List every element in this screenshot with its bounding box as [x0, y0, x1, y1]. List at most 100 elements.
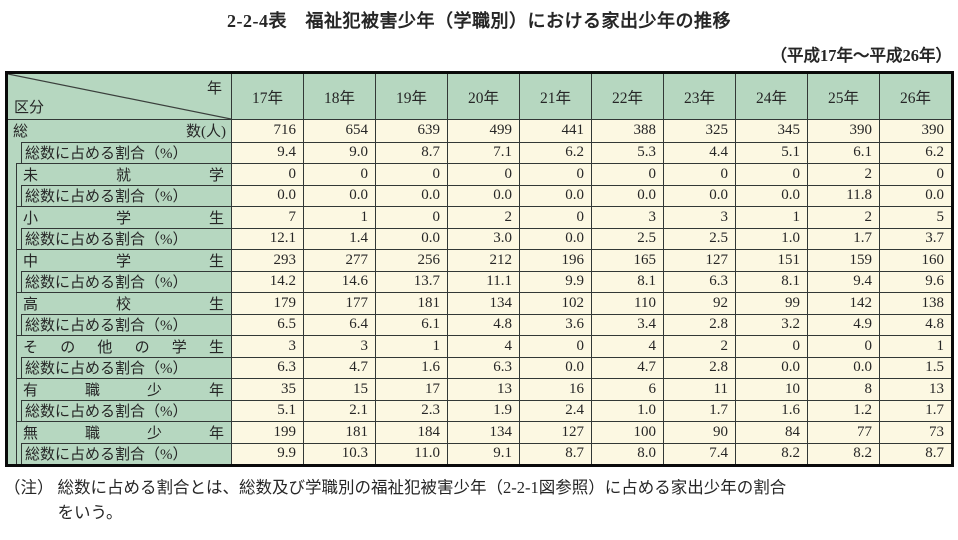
- cell-r13-c3: 1.9: [447, 399, 519, 421]
- cell-r9-c9: 4.8: [879, 313, 951, 335]
- cell-r0-c5: 388: [591, 120, 663, 142]
- cell-r15-c9: 8.7: [879, 442, 951, 464]
- cell-r9-c2: 6.1: [375, 313, 447, 335]
- cell-r0-c7: 345: [735, 120, 807, 142]
- cell-r15-c3: 9.1: [447, 442, 519, 464]
- cell-r6-c1: 277: [303, 249, 375, 271]
- row-label-8: 高校生: [8, 292, 231, 314]
- cell-r6-c6: 127: [663, 249, 735, 271]
- cell-r8-c9: 138: [879, 292, 951, 314]
- row-label-box: 総数に占める割合（%）: [21, 184, 231, 206]
- cell-r12-c8: 8: [807, 378, 879, 400]
- cell-r5-c4: 0.0: [519, 227, 591, 249]
- cell-r11-c4: 0.0: [519, 356, 591, 378]
- year-header-6: 23年: [663, 74, 735, 120]
- row-label-box: 総数に占める割合（%）: [21, 270, 231, 292]
- statistics-table: 年区分 17年 18年 19年 20年 21年 22年 23年 24年 25年 26年総数(人) 71…: [5, 71, 954, 467]
- ratio-label-text: 総数に占める割合（%）: [25, 275, 188, 292]
- ratio-label-text: 総数に占める割合（%）: [25, 189, 188, 206]
- cell-r0-c2: 639: [375, 120, 447, 142]
- ratio-label-text: 総数に占める割合（%）: [25, 447, 188, 464]
- cell-r8-c7: 99: [735, 292, 807, 314]
- diagonal-line: [8, 74, 231, 119]
- cell-r9-c6: 2.8: [663, 313, 735, 335]
- cell-r14-c5: 100: [591, 421, 663, 443]
- cell-r11-c8: 0.0: [807, 356, 879, 378]
- cell-r1-c3: 7.1: [447, 141, 519, 163]
- cell-r3-c6: 0.0: [663, 184, 735, 206]
- cell-r12-c3: 13: [447, 378, 519, 400]
- cell-r11-c1: 4.7: [303, 356, 375, 378]
- row-label-box: その他の学生: [16, 335, 231, 357]
- cell-r12-c6: 11: [663, 378, 735, 400]
- cell-r8-c0: 179: [231, 292, 303, 314]
- cell-r7-c0: 14.2: [231, 270, 303, 292]
- cell-r4-c5: 3: [591, 206, 663, 228]
- footnote-body: 総数に占める割合とは、総数及び学職別の福祉犯被害少年（2-2-1図参照）に占める…: [58, 476, 787, 526]
- cell-r8-c5: 110: [591, 292, 663, 314]
- cell-r12-c5: 6: [591, 378, 663, 400]
- cell-r13-c1: 2.1: [303, 399, 375, 421]
- cell-r12-c7: 10: [735, 378, 807, 400]
- cell-r10-c1: 3: [303, 335, 375, 357]
- row-label-13: 総数に占める割合（%）: [8, 399, 231, 421]
- row-label-box: 総数に占める割合（%）: [21, 141, 231, 163]
- cell-r5-c3: 3.0: [447, 227, 519, 249]
- cell-r8-c2: 181: [375, 292, 447, 314]
- cell-r13-c2: 2.3: [375, 399, 447, 421]
- year-header-0: 17年: [231, 74, 303, 120]
- label-char: 生: [208, 296, 224, 313]
- cell-r4-c1: 1: [303, 206, 375, 228]
- label-indent-line: [16, 356, 17, 378]
- cell-r8-c8: 142: [807, 292, 879, 314]
- cell-r10-c8: 0: [807, 335, 879, 357]
- row-label-9: 総数に占める割合（%）: [8, 313, 231, 335]
- cell-r10-c2: 1: [375, 335, 447, 357]
- cell-r2-c2: 0: [375, 163, 447, 185]
- cell-r4-c9: 5: [879, 206, 951, 228]
- cell-r14-c6: 90: [663, 421, 735, 443]
- cell-r14-c8: 77: [807, 421, 879, 443]
- label-char: 職: [84, 425, 100, 442]
- cell-r2-c7: 0: [735, 163, 807, 185]
- cell-r3-c0: 0.0: [231, 184, 303, 206]
- label-char: 学: [115, 210, 131, 227]
- cell-r12-c9: 13: [879, 378, 951, 400]
- cell-r6-c4: 196: [519, 249, 591, 271]
- footnote-marker: （注）: [4, 478, 54, 497]
- cell-r14-c7: 84: [735, 421, 807, 443]
- year-header-8: 25年: [807, 74, 879, 120]
- cell-r2-c0: 0: [231, 163, 303, 185]
- cell-r14-c4: 127: [519, 421, 591, 443]
- cell-r14-c3: 134: [447, 421, 519, 443]
- year-header-2: 19年: [375, 74, 447, 120]
- label-char: 高: [23, 296, 39, 313]
- row-label-box: 総数に占める割合（%）: [21, 313, 231, 335]
- cell-r14-c1: 181: [303, 421, 375, 443]
- label-char: 中: [23, 253, 39, 270]
- ratio-label-text: 総数に占める割合（%）: [25, 404, 188, 421]
- row-label-box: 総数に占める割合（%）: [21, 356, 231, 378]
- row-label-box: 総数に占める割合（%）: [21, 399, 231, 421]
- cell-r9-c4: 3.6: [519, 313, 591, 335]
- cell-r9-c0: 6.5: [231, 313, 303, 335]
- cell-r4-c7: 1: [735, 206, 807, 228]
- cell-r9-c3: 4.8: [447, 313, 519, 335]
- cell-r1-c6: 4.4: [663, 141, 735, 163]
- cell-r8-c3: 134: [447, 292, 519, 314]
- row-label-box: 総数に占める割合（%）: [21, 227, 231, 249]
- label-indent-line: [16, 184, 17, 206]
- row-label-0: 総 数(人): [8, 120, 231, 142]
- cell-r15-c7: 8.2: [735, 442, 807, 464]
- cell-r1-c1: 9.0: [303, 141, 375, 163]
- label-char: 職: [84, 382, 100, 399]
- row-label-box: 高校生: [16, 292, 231, 314]
- cell-r1-c2: 8.7: [375, 141, 447, 163]
- ratio-label-text: 総数に占める割合（%）: [25, 361, 188, 378]
- label-indent-line: [16, 270, 17, 292]
- cell-r4-c3: 2: [447, 206, 519, 228]
- cell-r13-c8: 1.2: [807, 399, 879, 421]
- row-label-12: 有職少年: [8, 378, 231, 400]
- row-label-11: 総数に占める割合（%）: [8, 356, 231, 378]
- cell-r6-c0: 293: [231, 249, 303, 271]
